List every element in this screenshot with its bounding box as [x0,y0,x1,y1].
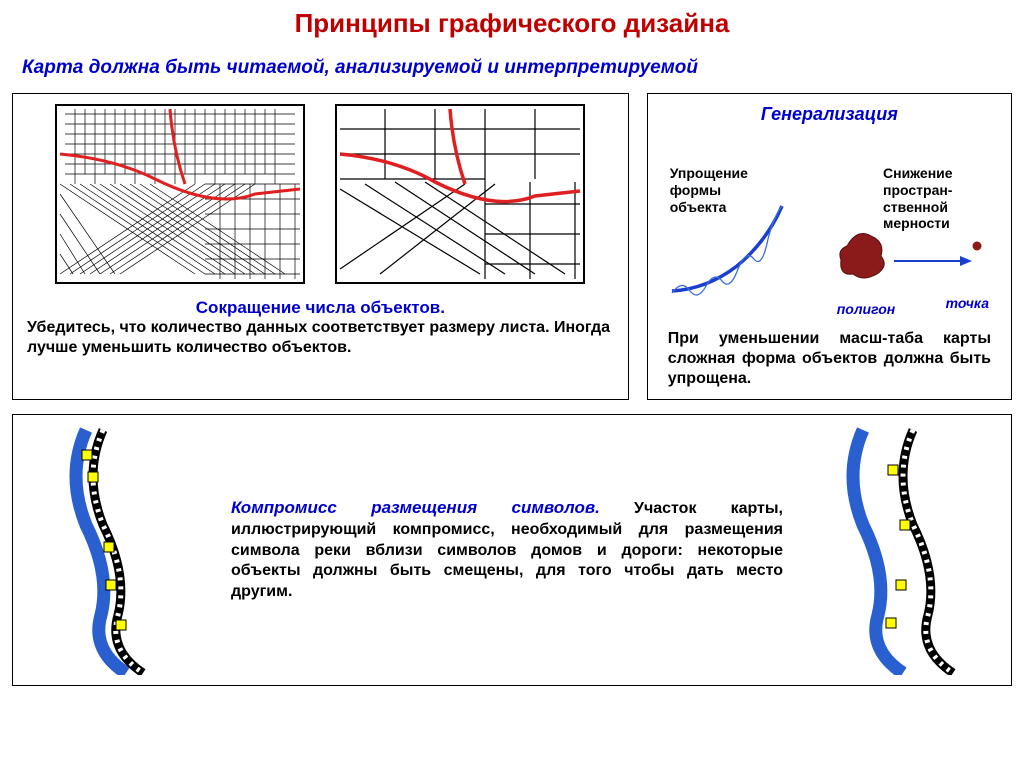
generalization-body: При уменьшении масш-таба карты сложная ф… [662,329,997,389]
compromise-heading: Компромисс размещения символов. [231,498,600,517]
generalization-diagram: Упрощение формы объекта Снижение простра… [662,131,997,321]
map-sparse [335,104,585,284]
house-icon [106,580,116,590]
river-right [813,425,993,675]
label-polygon: полигон [837,301,896,317]
house-icon [896,580,906,590]
reduction-body: Убедитесь, что количество данных соответ… [27,319,610,356]
page-subtitle: Карта должна быть читаемой, анализируемо… [12,57,1012,79]
top-row: Сокращение числа объектов. Убедитесь, чт… [12,93,1012,400]
panel-generalization: Генерализация Упрощение формы объекта Сн… [647,93,1012,400]
generalization-svg [662,201,992,311]
reduction-heading: Сокращение числа объектов. [27,298,614,318]
label-point: точка [946,295,989,311]
page-title: Принципы графического дизайна [12,8,1012,39]
maps-row [27,104,614,284]
house-icon [116,620,126,630]
panel-reduction: Сокращение числа объектов. Убедитесь, чт… [12,93,629,400]
compromise-text: Компромисс размещения символов. Участок … [211,497,803,603]
house-icon [886,618,896,628]
house-icon [104,542,114,552]
reduction-text-block: Сокращение числа объектов. Убедитесь, чт… [27,298,614,358]
house-icon [888,465,898,475]
river-left [31,425,201,675]
map-dense [55,104,305,284]
house-icon [88,472,98,482]
house-icon [900,520,910,530]
generalization-heading: Генерализация [662,104,997,125]
panel-compromise: Компромисс размещения символов. Участок … [12,414,1012,686]
house-icon [82,450,92,460]
